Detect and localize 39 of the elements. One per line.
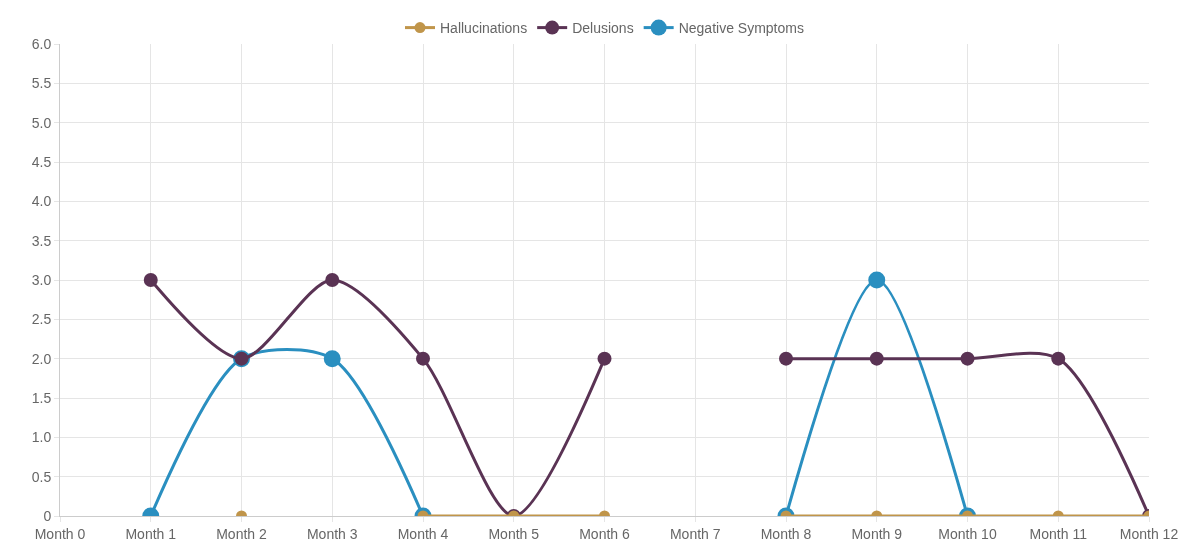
x-tick-label: Month 10 [938,525,997,542]
y-tick-label: 6.0 [31,35,52,52]
x-tick-label: Month 0 [34,525,86,542]
x-tick-label: Month 4 [397,525,449,542]
point [779,351,793,366]
legend-label: Delusions [572,20,634,37]
y-tick-label: 0 [43,507,52,524]
legend-label: Hallucinations [440,20,528,37]
x-tick-label: Month 1 [125,525,177,542]
y-tick-label: 2.5 [31,311,52,328]
y-tick-label: 1.0 [31,429,52,446]
point [325,273,340,287]
x-tick-label: Month 6 [579,525,630,542]
point [960,351,975,366]
x-tick-label: Month 9 [851,525,903,542]
x-tick-label: Month 7 [669,525,721,542]
x-tick-label: Month 5 [488,525,540,542]
point [323,350,341,368]
point [143,273,158,287]
point [597,351,612,366]
y-tick-label: 4.0 [31,193,52,210]
y-tick-label: 3.5 [31,232,52,249]
x-tick-label: Month 2 [216,525,267,542]
y-tick-label: 2.0 [31,350,52,367]
point [869,351,884,366]
y-tick-label: 1.5 [31,389,52,406]
x-tick-label: Month 12 [1119,525,1179,542]
legend-label: Negative Symptoms [678,20,804,37]
x-tick-label: Month 11 [1029,525,1088,542]
point [1051,351,1066,366]
x-tick-label: Month 3 [306,525,358,542]
y-tick-label: 3.0 [31,271,52,288]
y-tick-label: 5.0 [31,114,52,131]
point [868,271,886,289]
point [416,351,430,366]
x-tick-label: Month 8 [760,525,812,542]
y-tick-label: 5.5 [31,75,52,92]
y-tick-label: 0.5 [31,468,52,485]
y-tick-label: 4.5 [31,153,52,170]
